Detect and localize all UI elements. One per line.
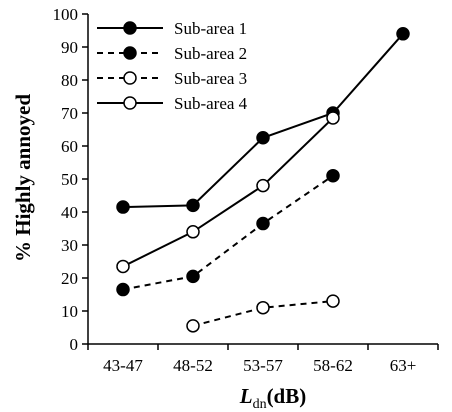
y-tick-label: 60 bbox=[61, 137, 78, 156]
data-point bbox=[186, 225, 200, 239]
x-axis-title-subscript: dn bbox=[253, 397, 267, 412]
data-point bbox=[116, 259, 130, 274]
data-point bbox=[186, 198, 200, 213]
legend-marker bbox=[123, 96, 137, 110]
legend-label: Sub-area 4 bbox=[174, 94, 248, 113]
x-tick-label: 53-57 bbox=[243, 356, 283, 375]
chart-axes: 0 10 20 30 40 50 60 70 80 90 100 43-47 48-52 53-57 58-… bbox=[53, 5, 439, 375]
legend-marker bbox=[123, 46, 137, 60]
y-tick-label: 50 bbox=[61, 170, 78, 189]
data-point bbox=[256, 300, 270, 315]
series-4 bbox=[116, 111, 340, 274]
x-axis-title-unit: (dB) bbox=[267, 384, 307, 408]
x-tick-label: 58-62 bbox=[313, 356, 353, 375]
y-tick-label: 10 bbox=[61, 302, 78, 321]
data-point bbox=[326, 168, 340, 183]
series-line bbox=[192, 300, 334, 327]
series-2 bbox=[116, 168, 340, 297]
legend-item: Sub-area 3 bbox=[97, 69, 247, 88]
series-1 bbox=[116, 27, 410, 214]
y-tick-label: 0 bbox=[70, 335, 79, 354]
y-tick-label: 100 bbox=[53, 5, 79, 24]
series-layer bbox=[116, 27, 410, 333]
data-point bbox=[326, 294, 340, 308]
y-tick-label: 20 bbox=[61, 269, 78, 288]
x-tick-label: 63+ bbox=[390, 356, 417, 375]
legend-label: Sub-area 2 bbox=[174, 44, 247, 63]
y-axis-title: % Highly annoyed bbox=[11, 94, 35, 262]
legend-marker bbox=[123, 21, 137, 35]
legend-item: Sub-area 1 bbox=[97, 19, 247, 38]
y-tick-label: 40 bbox=[61, 203, 78, 222]
x-axis-title: Ldn(dB) bbox=[239, 384, 307, 412]
legend: Sub-area 1 Sub-area 2 Sub-area 3 Sub-area 4 bbox=[97, 19, 248, 113]
data-point bbox=[326, 111, 340, 125]
y-tick-label: 90 bbox=[61, 38, 78, 57]
x-axis-title-main: L bbox=[239, 384, 253, 408]
data-point bbox=[186, 269, 200, 284]
legend-label: Sub-area 3 bbox=[174, 69, 247, 88]
x-tick-label: 43-47 bbox=[103, 356, 143, 375]
series-line bbox=[122, 117, 334, 268]
y-tick-label: 70 bbox=[61, 104, 78, 123]
data-point bbox=[116, 282, 130, 297]
legend-label: Sub-area 1 bbox=[174, 19, 247, 38]
data-point bbox=[256, 131, 270, 145]
data-point bbox=[396, 27, 410, 41]
series-3 bbox=[186, 294, 340, 333]
y-tick-label: 30 bbox=[61, 236, 78, 255]
data-point bbox=[186, 319, 200, 333]
x-tick-label: 48-52 bbox=[173, 356, 213, 375]
data-point bbox=[256, 178, 270, 193]
data-point bbox=[116, 200, 130, 214]
legend-item: Sub-area 4 bbox=[97, 94, 248, 113]
legend-item: Sub-area 2 bbox=[97, 44, 247, 63]
y-tick-label: 80 bbox=[61, 71, 78, 90]
legend-marker bbox=[123, 71, 137, 85]
series-line bbox=[122, 174, 334, 291]
data-point bbox=[256, 216, 270, 231]
